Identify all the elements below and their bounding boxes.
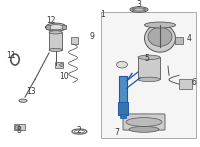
Ellipse shape <box>148 27 172 46</box>
FancyBboxPatch shape <box>46 25 50 29</box>
FancyBboxPatch shape <box>119 76 127 103</box>
Ellipse shape <box>49 25 64 30</box>
Ellipse shape <box>138 55 160 60</box>
FancyBboxPatch shape <box>14 124 25 130</box>
Text: 10: 10 <box>59 72 69 81</box>
Circle shape <box>60 64 64 66</box>
Ellipse shape <box>46 23 66 31</box>
FancyBboxPatch shape <box>15 125 19 129</box>
Ellipse shape <box>129 126 159 132</box>
Circle shape <box>132 9 134 10</box>
Ellipse shape <box>130 7 148 12</box>
Ellipse shape <box>126 118 162 126</box>
Text: 13: 13 <box>26 87 36 96</box>
Text: 6: 6 <box>192 78 196 87</box>
Ellipse shape <box>144 24 176 52</box>
Text: 1: 1 <box>101 10 105 19</box>
FancyBboxPatch shape <box>118 102 128 115</box>
Text: 12: 12 <box>46 16 56 25</box>
Ellipse shape <box>49 31 62 34</box>
Text: 9: 9 <box>90 32 94 41</box>
FancyBboxPatch shape <box>120 114 126 118</box>
Text: 5: 5 <box>145 54 149 63</box>
Ellipse shape <box>133 8 145 11</box>
Text: 11: 11 <box>6 51 16 60</box>
FancyBboxPatch shape <box>49 32 62 50</box>
FancyBboxPatch shape <box>71 37 78 44</box>
FancyBboxPatch shape <box>55 62 63 68</box>
FancyBboxPatch shape <box>62 25 66 29</box>
FancyBboxPatch shape <box>123 114 165 130</box>
FancyBboxPatch shape <box>179 79 192 89</box>
Circle shape <box>144 9 146 10</box>
Ellipse shape <box>19 99 27 102</box>
Text: 8: 8 <box>17 126 21 135</box>
FancyBboxPatch shape <box>175 37 183 44</box>
Ellipse shape <box>116 61 128 68</box>
Text: 4: 4 <box>187 34 191 43</box>
Text: 7: 7 <box>115 128 119 137</box>
FancyBboxPatch shape <box>138 57 160 79</box>
Ellipse shape <box>144 22 176 28</box>
Text: 2: 2 <box>77 126 81 135</box>
Text: 3: 3 <box>137 0 141 9</box>
Ellipse shape <box>138 77 160 82</box>
Ellipse shape <box>49 48 62 52</box>
FancyBboxPatch shape <box>101 12 196 138</box>
